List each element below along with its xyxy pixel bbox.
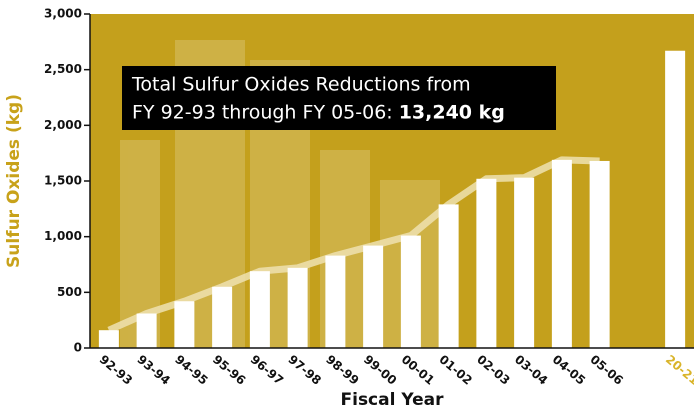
bar <box>438 204 459 348</box>
y-axis-label: Sulfur Oxides (kg) <box>4 94 24 268</box>
y-tick-label: 3,000 <box>44 7 82 21</box>
annotation-total: 13,240 kg <box>399 102 505 124</box>
x-tick-label: 97-98 <box>285 352 323 387</box>
bar <box>400 235 421 348</box>
y-tick-label: 1,000 <box>44 229 82 243</box>
x-tick-label: 98-99 <box>323 352 361 387</box>
bar <box>212 286 233 348</box>
y-tick-label: 2,000 <box>44 118 82 132</box>
bar <box>98 330 119 348</box>
y-tick-label: 1,500 <box>44 174 82 188</box>
x-tick-label: 01-02 <box>436 352 474 387</box>
bar <box>325 255 346 348</box>
bar <box>363 245 384 348</box>
y-tick-label: 2,500 <box>44 62 82 76</box>
marks <box>98 50 686 349</box>
y-tick-label: 500 <box>57 285 82 299</box>
x-tick-label: 94-95 <box>172 352 210 387</box>
bar <box>551 159 572 348</box>
bar <box>665 50 686 349</box>
x-axis-label: Fiscal Year <box>341 390 445 410</box>
x-tick-label: 93-94 <box>134 352 172 387</box>
annotation-text: Total Sulfur Oxides Reductions from <box>131 74 471 96</box>
x-tick-label: 03-04 <box>512 352 550 387</box>
bar <box>287 267 308 348</box>
x-tick-label: 92-93 <box>97 352 135 387</box>
bar <box>249 271 270 348</box>
annotation-box <box>122 66 556 130</box>
x-tick-label: 05-06 <box>587 352 625 387</box>
y-tick-label: 0 <box>74 341 82 355</box>
bar <box>514 177 535 348</box>
x-tick-label: 20-21 <box>663 352 694 387</box>
x-tick-label: 00-01 <box>399 352 437 387</box>
bar <box>136 313 157 348</box>
bar <box>589 160 610 348</box>
x-tick-label: 95-96 <box>210 352 248 387</box>
x-tick-label: 96-97 <box>248 352 286 387</box>
x-tick-label: 02-03 <box>474 352 512 387</box>
x-tick-label: 99-00 <box>361 352 399 387</box>
x-tick-label: 04-05 <box>550 352 588 387</box>
annotation-text: FY 92-93 through FY 05-06: <box>132 102 393 124</box>
bar <box>174 301 195 348</box>
bar <box>476 178 497 348</box>
